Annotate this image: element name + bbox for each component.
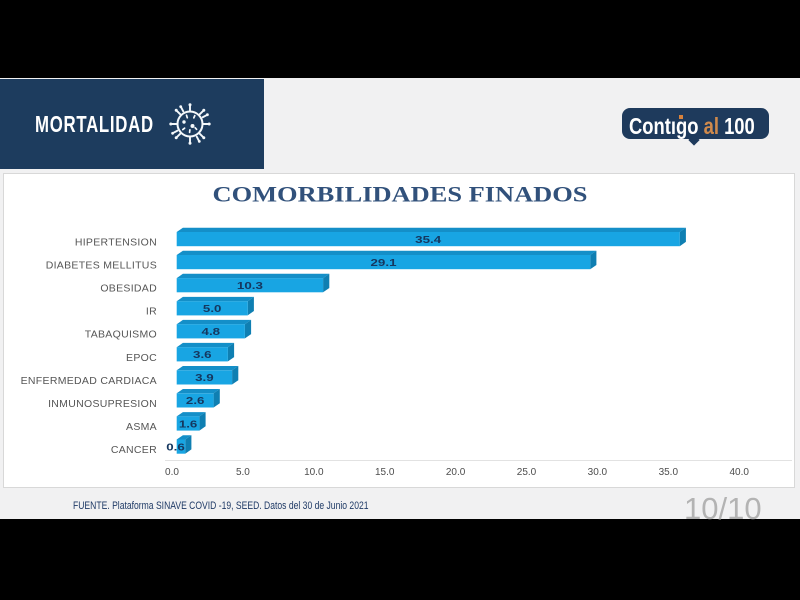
svg-text:5.0: 5.0 xyxy=(203,303,222,315)
svg-text:EPOC: EPOC xyxy=(126,352,157,364)
svg-text:3.9: 3.9 xyxy=(195,372,214,384)
svg-text:29.1: 29.1 xyxy=(371,257,397,269)
svg-text:COMORBILIDADES FINADOS: COMORBILIDADES FINADOS xyxy=(213,182,588,207)
svg-text:TABAQUISMO: TABAQUISMO xyxy=(85,329,157,341)
svg-text:0.0: 0.0 xyxy=(165,467,179,478)
svg-text:30.0: 30.0 xyxy=(588,467,608,478)
svg-text:CANCER: CANCER xyxy=(111,444,157,456)
svg-text:IR: IR xyxy=(146,306,157,318)
svg-text:5.0: 5.0 xyxy=(236,467,250,478)
svg-text:2.6: 2.6 xyxy=(186,395,205,407)
svg-text:40.0: 40.0 xyxy=(729,467,749,478)
svg-text:0.6: 0.6 xyxy=(166,441,185,453)
svg-text:INMUNOSUPRESION: INMUNOSUPRESION xyxy=(48,398,157,410)
svg-text:4.8: 4.8 xyxy=(202,326,221,338)
svg-text:ASMA: ASMA xyxy=(126,421,157,433)
svg-text:DIABETES MELLITUS: DIABETES MELLITUS xyxy=(46,260,157,272)
svg-text:15.0: 15.0 xyxy=(375,467,395,478)
svg-text:ENFERMEDAD CARDIACA: ENFERMEDAD CARDIACA xyxy=(21,375,157,387)
svg-text:25.0: 25.0 xyxy=(517,467,537,478)
svg-text:OBESIDAD: OBESIDAD xyxy=(100,283,157,295)
svg-text:1.6: 1.6 xyxy=(179,418,198,430)
svg-text:HIPERTENSION: HIPERTENSION xyxy=(75,237,157,249)
svg-text:35.0: 35.0 xyxy=(659,467,679,478)
svg-text:10.0: 10.0 xyxy=(304,467,324,478)
svg-text:35.4: 35.4 xyxy=(415,234,441,246)
svg-text:10.3: 10.3 xyxy=(237,280,263,292)
svg-text:20.0: 20.0 xyxy=(446,467,466,478)
svg-text:3.6: 3.6 xyxy=(193,349,212,361)
